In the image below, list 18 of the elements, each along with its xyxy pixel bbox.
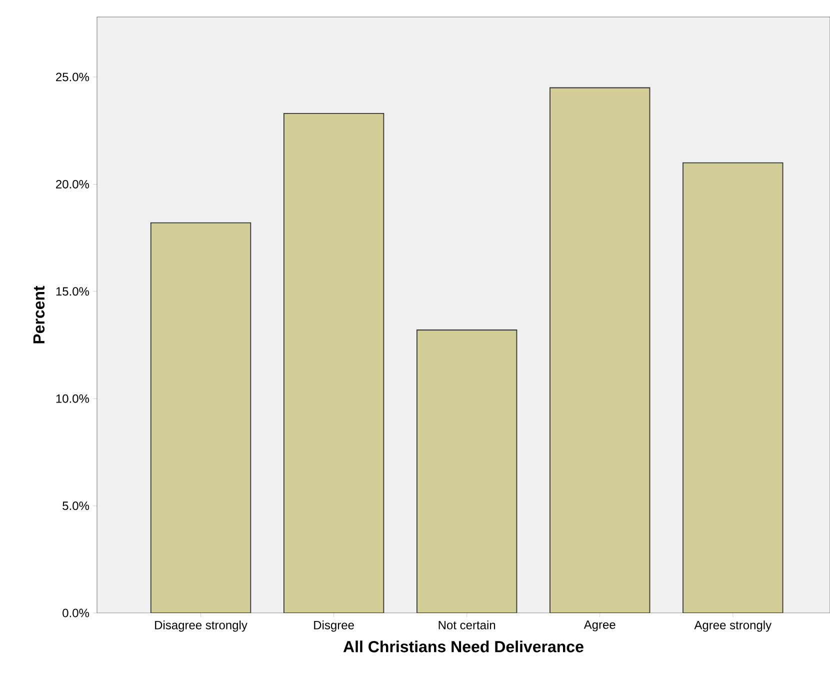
y-tick-label: 15.0% bbox=[56, 287, 90, 296]
x-tick-label: Agree bbox=[584, 620, 616, 632]
bar bbox=[283, 113, 384, 613]
x-tick-label: Disagree strongly bbox=[155, 620, 248, 632]
x-tick-label: Not certain bbox=[438, 620, 496, 630]
x-tick-label: Disgree bbox=[314, 620, 354, 632]
y-tick-label: 5.0% bbox=[62, 502, 90, 510]
y-tick-label: 10.0% bbox=[56, 394, 90, 403]
y-axis-title: Percent bbox=[33, 286, 45, 344]
x-tick-label: Agree strongly bbox=[694, 620, 772, 632]
bar bbox=[150, 222, 252, 613]
bar bbox=[550, 87, 650, 613]
y-tick-label: 0.0% bbox=[62, 608, 90, 618]
y-tick-label: 20.0% bbox=[56, 180, 90, 188]
bar bbox=[682, 162, 784, 613]
y-tick-label: 25.0% bbox=[56, 72, 90, 82]
x-axis-title: All Christians Need Deliverance bbox=[343, 640, 584, 652]
bar bbox=[416, 330, 517, 613]
